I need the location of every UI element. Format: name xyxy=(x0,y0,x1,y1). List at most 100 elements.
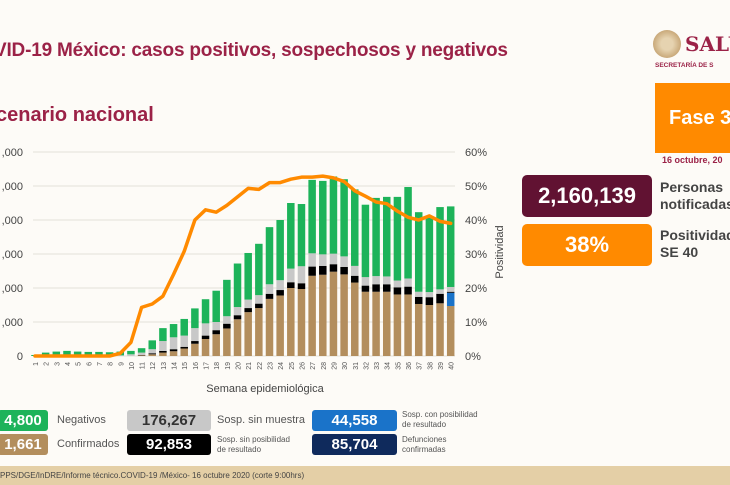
bar-confirmados xyxy=(425,305,434,356)
label-line: confirmadas xyxy=(402,445,446,454)
bar-sin_muestra xyxy=(351,265,359,276)
tests-chart: 0 ,000 ,000 ,000 ,000 ,000 ,000 0% 10% 20% 30% 40% 5… xyxy=(2,147,506,395)
positivity-line xyxy=(33,174,453,358)
label-line: de resultado xyxy=(402,420,447,429)
label-line: Sosp. sin posibilidad xyxy=(217,435,290,444)
bar-sin_posibilidad xyxy=(308,266,316,276)
bar-negativos xyxy=(159,328,167,342)
bar-confirmados xyxy=(404,294,412,356)
bar-confirmados xyxy=(159,352,167,356)
bar-confirmados xyxy=(382,291,391,356)
x-tick-label: 20 xyxy=(236,362,243,370)
confirmados-label: Confirmados xyxy=(57,438,120,450)
bar-negativos xyxy=(212,290,220,322)
bar-negativos xyxy=(73,351,82,356)
x-tick-label: 8 xyxy=(108,362,115,366)
bar-sin_posibilidad xyxy=(287,282,295,288)
bar-sin_muestra xyxy=(233,307,242,316)
bar-sin_muestra xyxy=(436,289,444,294)
phase-badge: Fase 3 xyxy=(655,83,730,153)
page-subtitle: cenario nacional xyxy=(0,104,154,126)
bar-sin_muestra xyxy=(297,266,306,284)
bar-sin_muestra xyxy=(404,278,412,287)
x-tick-label: 40 xyxy=(449,362,456,370)
bar-sin_posibilidad xyxy=(233,315,242,320)
bar-confirmados xyxy=(446,306,455,356)
bar-sin_muestra xyxy=(393,280,402,288)
bar-confirmados xyxy=(329,271,338,356)
bar-negativos xyxy=(404,187,412,279)
bar-sin_muestra xyxy=(159,341,167,351)
bar-confirmados xyxy=(319,274,327,356)
bar-negativos xyxy=(169,324,178,338)
x-tick-label: 9 xyxy=(118,362,125,366)
y2-tick-label: 40% xyxy=(465,215,487,227)
bar-confirmados xyxy=(308,275,316,356)
sin-muestra-value: 176,267 xyxy=(127,410,211,431)
x-tick-label: 17 xyxy=(204,362,211,370)
negativos-label: Negativos xyxy=(57,414,106,426)
sin-posibilidad-value: 92,853 xyxy=(127,434,211,455)
bar-confirmados xyxy=(351,282,359,356)
bar-negativos xyxy=(446,206,455,287)
y-tick-label: ,000 xyxy=(2,249,23,261)
x-tick-label: 12 xyxy=(150,362,157,370)
bar-sin_muestra xyxy=(340,256,348,267)
bar-negativos xyxy=(105,352,114,356)
bar-negativos xyxy=(297,204,306,267)
bar-sin_posibilidad xyxy=(255,303,263,309)
logo-subtext: SECRETARÍA DE S xyxy=(655,62,714,69)
bar-negativos xyxy=(351,189,359,266)
bar-confirmados xyxy=(148,354,156,356)
bar-negativos xyxy=(84,351,93,356)
bar-negativos xyxy=(201,299,210,324)
x-tick-label: 14 xyxy=(172,362,179,370)
bar-sin_posibilidad xyxy=(201,335,210,339)
x-tick-label: 2 xyxy=(44,362,51,366)
con-posibilidad-label: Sosp. con posibilidad de resultado xyxy=(402,410,478,430)
bar-sin_posibilidad xyxy=(297,283,306,290)
x-tick-label: 3 xyxy=(54,362,61,366)
x-tick-label: 28 xyxy=(321,362,328,370)
x-tick-label: 30 xyxy=(342,362,349,370)
y-tick-label: ,000 xyxy=(2,215,23,227)
bar-sin_posibilidad xyxy=(351,275,359,283)
bar-sin_muestra xyxy=(329,253,338,265)
bar-negativos xyxy=(287,203,295,269)
bar-confirmados xyxy=(255,308,263,356)
label-line: notificadas xyxy=(660,196,730,212)
bar-sin_muestra xyxy=(414,291,423,297)
bar-sin_posibilidad xyxy=(340,266,348,275)
bar-negativos xyxy=(233,263,242,308)
bar-con_posibilidad xyxy=(446,292,455,307)
y2-axis-title: Positividad xyxy=(494,225,506,278)
persons-notified-label: Personas notificadas xyxy=(660,179,730,213)
x-tick-label: 21 xyxy=(246,362,253,370)
bar-negativos xyxy=(63,350,71,356)
x-tick-label: 26 xyxy=(299,362,306,370)
x-tick-label: 4 xyxy=(65,362,72,366)
bar-sin_muestra xyxy=(223,316,231,324)
bar-confirmados xyxy=(191,343,199,356)
bar-sin_posibilidad xyxy=(276,290,284,296)
bar-sin_posibilidad xyxy=(319,265,327,275)
bar-sin_muestra xyxy=(382,276,391,285)
x-tick-label: 32 xyxy=(363,362,370,370)
positivity-label: Positividad SE 40 xyxy=(660,227,730,261)
y-tick-label: ,000 xyxy=(2,317,23,329)
source-footer: PPS/DGE/InDRE/Informe técnico.COVID-19 /… xyxy=(0,466,730,485)
bar-sin_muestra xyxy=(308,253,316,267)
bar-confirmados xyxy=(212,334,220,356)
bar-sin_posibilidad xyxy=(425,297,434,305)
bar-sin_muestra xyxy=(361,277,370,286)
x-tick-label: 31 xyxy=(353,362,360,370)
bar-sin_muestra xyxy=(191,328,199,342)
bar-sin_muestra xyxy=(212,322,220,331)
x-tick-label: 25 xyxy=(289,362,296,370)
x-tick-label: 16 xyxy=(193,362,200,370)
x-tick-label: 23 xyxy=(267,362,274,370)
bar-confirmados xyxy=(287,288,295,356)
bar-sin_posibilidad xyxy=(159,350,167,353)
bar-negativos xyxy=(425,216,434,293)
y2-tick-label: 60% xyxy=(465,147,487,159)
